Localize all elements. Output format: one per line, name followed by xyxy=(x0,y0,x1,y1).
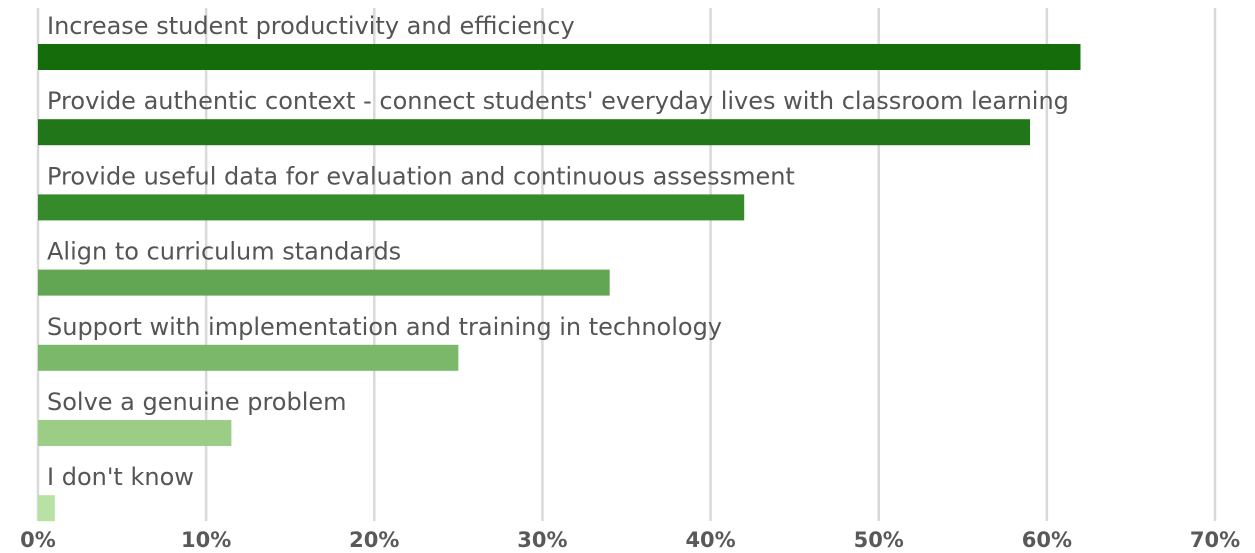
bar xyxy=(38,44,1081,70)
x-tick-label: 40% xyxy=(685,528,735,552)
category-label: Increase student productivity and effici… xyxy=(47,12,575,40)
x-tick-label: 0% xyxy=(20,528,56,552)
category-label: Align to curriculum standards xyxy=(47,238,401,266)
x-tick-label: 70% xyxy=(1190,528,1240,552)
bar xyxy=(38,495,55,522)
bar xyxy=(38,269,610,296)
category-label: Solve a genuine problem xyxy=(47,388,347,416)
category-label: Support with implementation and training… xyxy=(47,313,722,341)
bar xyxy=(38,194,745,221)
bar xyxy=(38,420,232,446)
category-label: Provide authentic context - connect stud… xyxy=(47,87,1069,115)
category-label: Provide useful data for evaluation and c… xyxy=(47,162,795,190)
category-label: I don't know xyxy=(47,463,194,491)
bar xyxy=(38,344,459,371)
x-tick-label: 30% xyxy=(517,528,567,552)
x-tick-label: 50% xyxy=(854,528,904,552)
x-tick-label: 20% xyxy=(349,528,399,552)
bar xyxy=(38,119,1031,146)
x-tick-label: 10% xyxy=(181,528,231,552)
x-tick-label: 60% xyxy=(1022,528,1072,552)
